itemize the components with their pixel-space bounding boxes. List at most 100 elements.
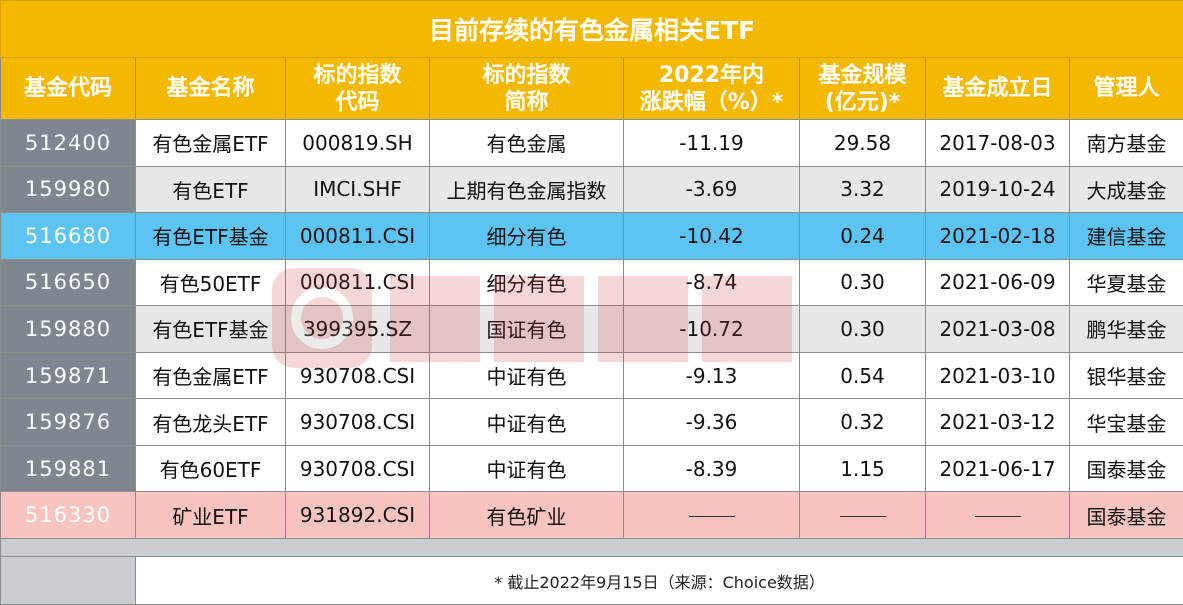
dash-placeholder <box>974 516 1021 518</box>
fund-name-cell: 有色龙头ETF <box>135 398 286 446</box>
header-fund-code: 基金代码 <box>0 57 136 120</box>
fund-name-cell: 有色50ETF <box>135 258 286 307</box>
header-fund-name: 基金名称 <box>135 57 286 120</box>
manager-cell: 大成基金 <box>1068 165 1183 214</box>
inception-date-cell: 2021-06-17 <box>925 444 1070 493</box>
fund-scale-cell: 3.32 <box>799 165 926 214</box>
dash-placeholder <box>688 516 735 518</box>
fund-name-cell: 有色金属ETF <box>135 351 286 400</box>
inception-date-cell: 2021-02-18 <box>925 212 1070 260</box>
index-name-cell: 有色矿业 <box>429 491 624 539</box>
fund-scale-cell: 0.54 <box>799 351 926 400</box>
spacer-row <box>0 538 1183 557</box>
fund-scale-cell: 0.24 <box>799 212 926 260</box>
fund-scale-cell: 0.30 <box>799 305 926 353</box>
header-line: 基金名称 <box>166 76 255 101</box>
table-body: 512400 有色金属ETF 000819.SH 有色金属 -11.19 29.58 201… <box>0 119 1183 539</box>
header-inception-date: 基金成立日 <box>925 57 1070 120</box>
header-line: 标的指数 <box>313 62 402 88</box>
fund-name-cell: 有色ETF <box>135 165 286 214</box>
table-row: 159871 有色金属ETF 930708.CSI 中证有色 -9.13 0.54 2021… <box>0 351 1183 400</box>
fund-scale-cell <box>799 491 926 539</box>
fund-name-cell: 有色金属ETF <box>135 119 286 167</box>
index-code-cell: 930708.CSI <box>285 444 430 493</box>
note-row: * 截止2022年9月15日（来源：Choice数据） <box>0 556 1183 605</box>
table-row: 159881 有色60ETF 930708.CSI 中证有色 -8.39 1.15 2021… <box>0 444 1183 493</box>
fund-scale-cell: 1.15 <box>799 444 926 493</box>
footnote: * 截止2022年9月15日（来源：Choice数据） <box>134 556 1183 605</box>
fund-name-cell: 矿业ETF <box>135 491 286 539</box>
fund-code-cell: 516680 <box>0 212 136 260</box>
index-name-cell: 细分有色 <box>429 258 624 307</box>
manager-cell: 华夏基金 <box>1068 258 1183 307</box>
inception-date-cell: 2021-06-09 <box>925 258 1070 307</box>
ytd-change-cell: -11.19 <box>623 119 800 167</box>
header-line: 简称 <box>504 89 549 115</box>
header-line: 基金代码 <box>23 76 112 101</box>
ytd-change-cell: -9.13 <box>623 351 800 400</box>
index-name-cell: 中证有色 <box>429 444 624 493</box>
fund-code-cell: 159871 <box>0 351 136 400</box>
header-line: 基金规模 <box>818 62 907 88</box>
inception-date-cell <box>925 491 1070 539</box>
fund-scale-cell: 0.30 <box>799 258 926 307</box>
manager-cell: 华宝基金 <box>1068 398 1183 446</box>
manager-cell: 建信基金 <box>1068 212 1183 260</box>
inception-date-cell: 2021-03-08 <box>925 305 1070 353</box>
manager-cell: 鹏华基金 <box>1068 305 1183 353</box>
index-name-cell: 细分有色 <box>429 212 624 260</box>
ytd-change-cell: -8.74 <box>623 258 800 307</box>
table-row: 516680 有色ETF基金 000811.CSI 细分有色 -10.42 0.24 202… <box>0 212 1183 260</box>
fund-name-cell: 有色ETF基金 <box>135 212 286 260</box>
ytd-change-cell: -10.72 <box>623 305 800 353</box>
fund-code-cell: 159980 <box>0 165 136 214</box>
index-code-cell: IMCI.SHF <box>285 165 430 214</box>
header-line: 管理人 <box>1093 76 1160 101</box>
fund-scale-cell: 0.32 <box>799 398 926 446</box>
fund-name-cell: 有色60ETF <box>135 444 286 493</box>
table-row: 159880 有色ETF基金 399395.SZ 国证有色 -10.72 0.30 2021… <box>0 305 1183 353</box>
inception-date-cell: 2021-03-10 <box>925 351 1070 400</box>
table-row: 512400 有色金属ETF 000819.SH 有色金属 -11.19 29.58 201… <box>0 119 1183 167</box>
table-row: 159980 有色ETF IMCI.SHF 上期有色金属指数 -3.69 3.32 2019… <box>0 165 1183 214</box>
dash-placeholder <box>839 516 886 518</box>
ytd-change-cell: -10.42 <box>623 212 800 260</box>
header-line: (亿元)* <box>824 89 901 115</box>
table-row: 159876 有色龙头ETF 930708.CSI 中证有色 -9.36 0.32 2021… <box>0 398 1183 446</box>
index-name-cell: 中证有色 <box>429 398 624 446</box>
note-left-cell <box>0 556 136 605</box>
inception-date-cell: 2019-10-24 <box>925 165 1070 214</box>
fund-code-cell: 159881 <box>0 444 136 493</box>
index-code-cell: 930708.CSI <box>285 398 430 446</box>
header-line: 基金成立日 <box>942 76 1053 101</box>
manager-cell: 国泰基金 <box>1068 491 1183 539</box>
manager-cell: 南方基金 <box>1068 119 1183 167</box>
header-ytd-change: 2022年内 涨跌幅（%）* <box>623 57 800 120</box>
spacer-cell <box>0 538 1183 557</box>
ytd-change-cell <box>623 491 800 539</box>
header-row: 基金代码 基金名称 标的指数 代码 标的指数 简称 2022年内 涨跌幅（%）* 基金规模 (亿元… <box>0 57 1183 120</box>
header-index-code: 标的指数 代码 <box>285 57 430 120</box>
fund-code-cell: 159876 <box>0 398 136 446</box>
manager-cell: 银华基金 <box>1068 351 1183 400</box>
header-line: 涨跌幅（%）* <box>639 89 784 115</box>
inception-date-cell: 2017-08-03 <box>925 119 1070 167</box>
index-code-cell: 931892.CSI <box>285 491 430 539</box>
index-name-cell: 上期有色金属指数 <box>429 165 624 214</box>
manager-cell: 国泰基金 <box>1068 444 1183 493</box>
fund-code-cell: 159880 <box>0 305 136 353</box>
title-row: 目前存续的有色金属相关ETF <box>0 0 1183 58</box>
index-code-cell: 930708.CSI <box>285 351 430 400</box>
fund-scale-cell: 29.58 <box>799 119 926 167</box>
header-index-name: 标的指数 简称 <box>429 57 624 120</box>
header-line: 2022年内 <box>658 62 765 88</box>
index-code-cell: 000811.CSI <box>285 212 430 260</box>
index-code-cell: 000811.CSI <box>285 258 430 307</box>
index-code-cell: 399395.SZ <box>285 305 430 353</box>
fund-name-cell: 有色ETF基金 <box>135 305 286 353</box>
ytd-change-cell: -9.36 <box>623 398 800 446</box>
header-fund-scale: 基金规模 (亿元)* <box>799 57 926 120</box>
header-line: 代码 <box>335 89 380 115</box>
